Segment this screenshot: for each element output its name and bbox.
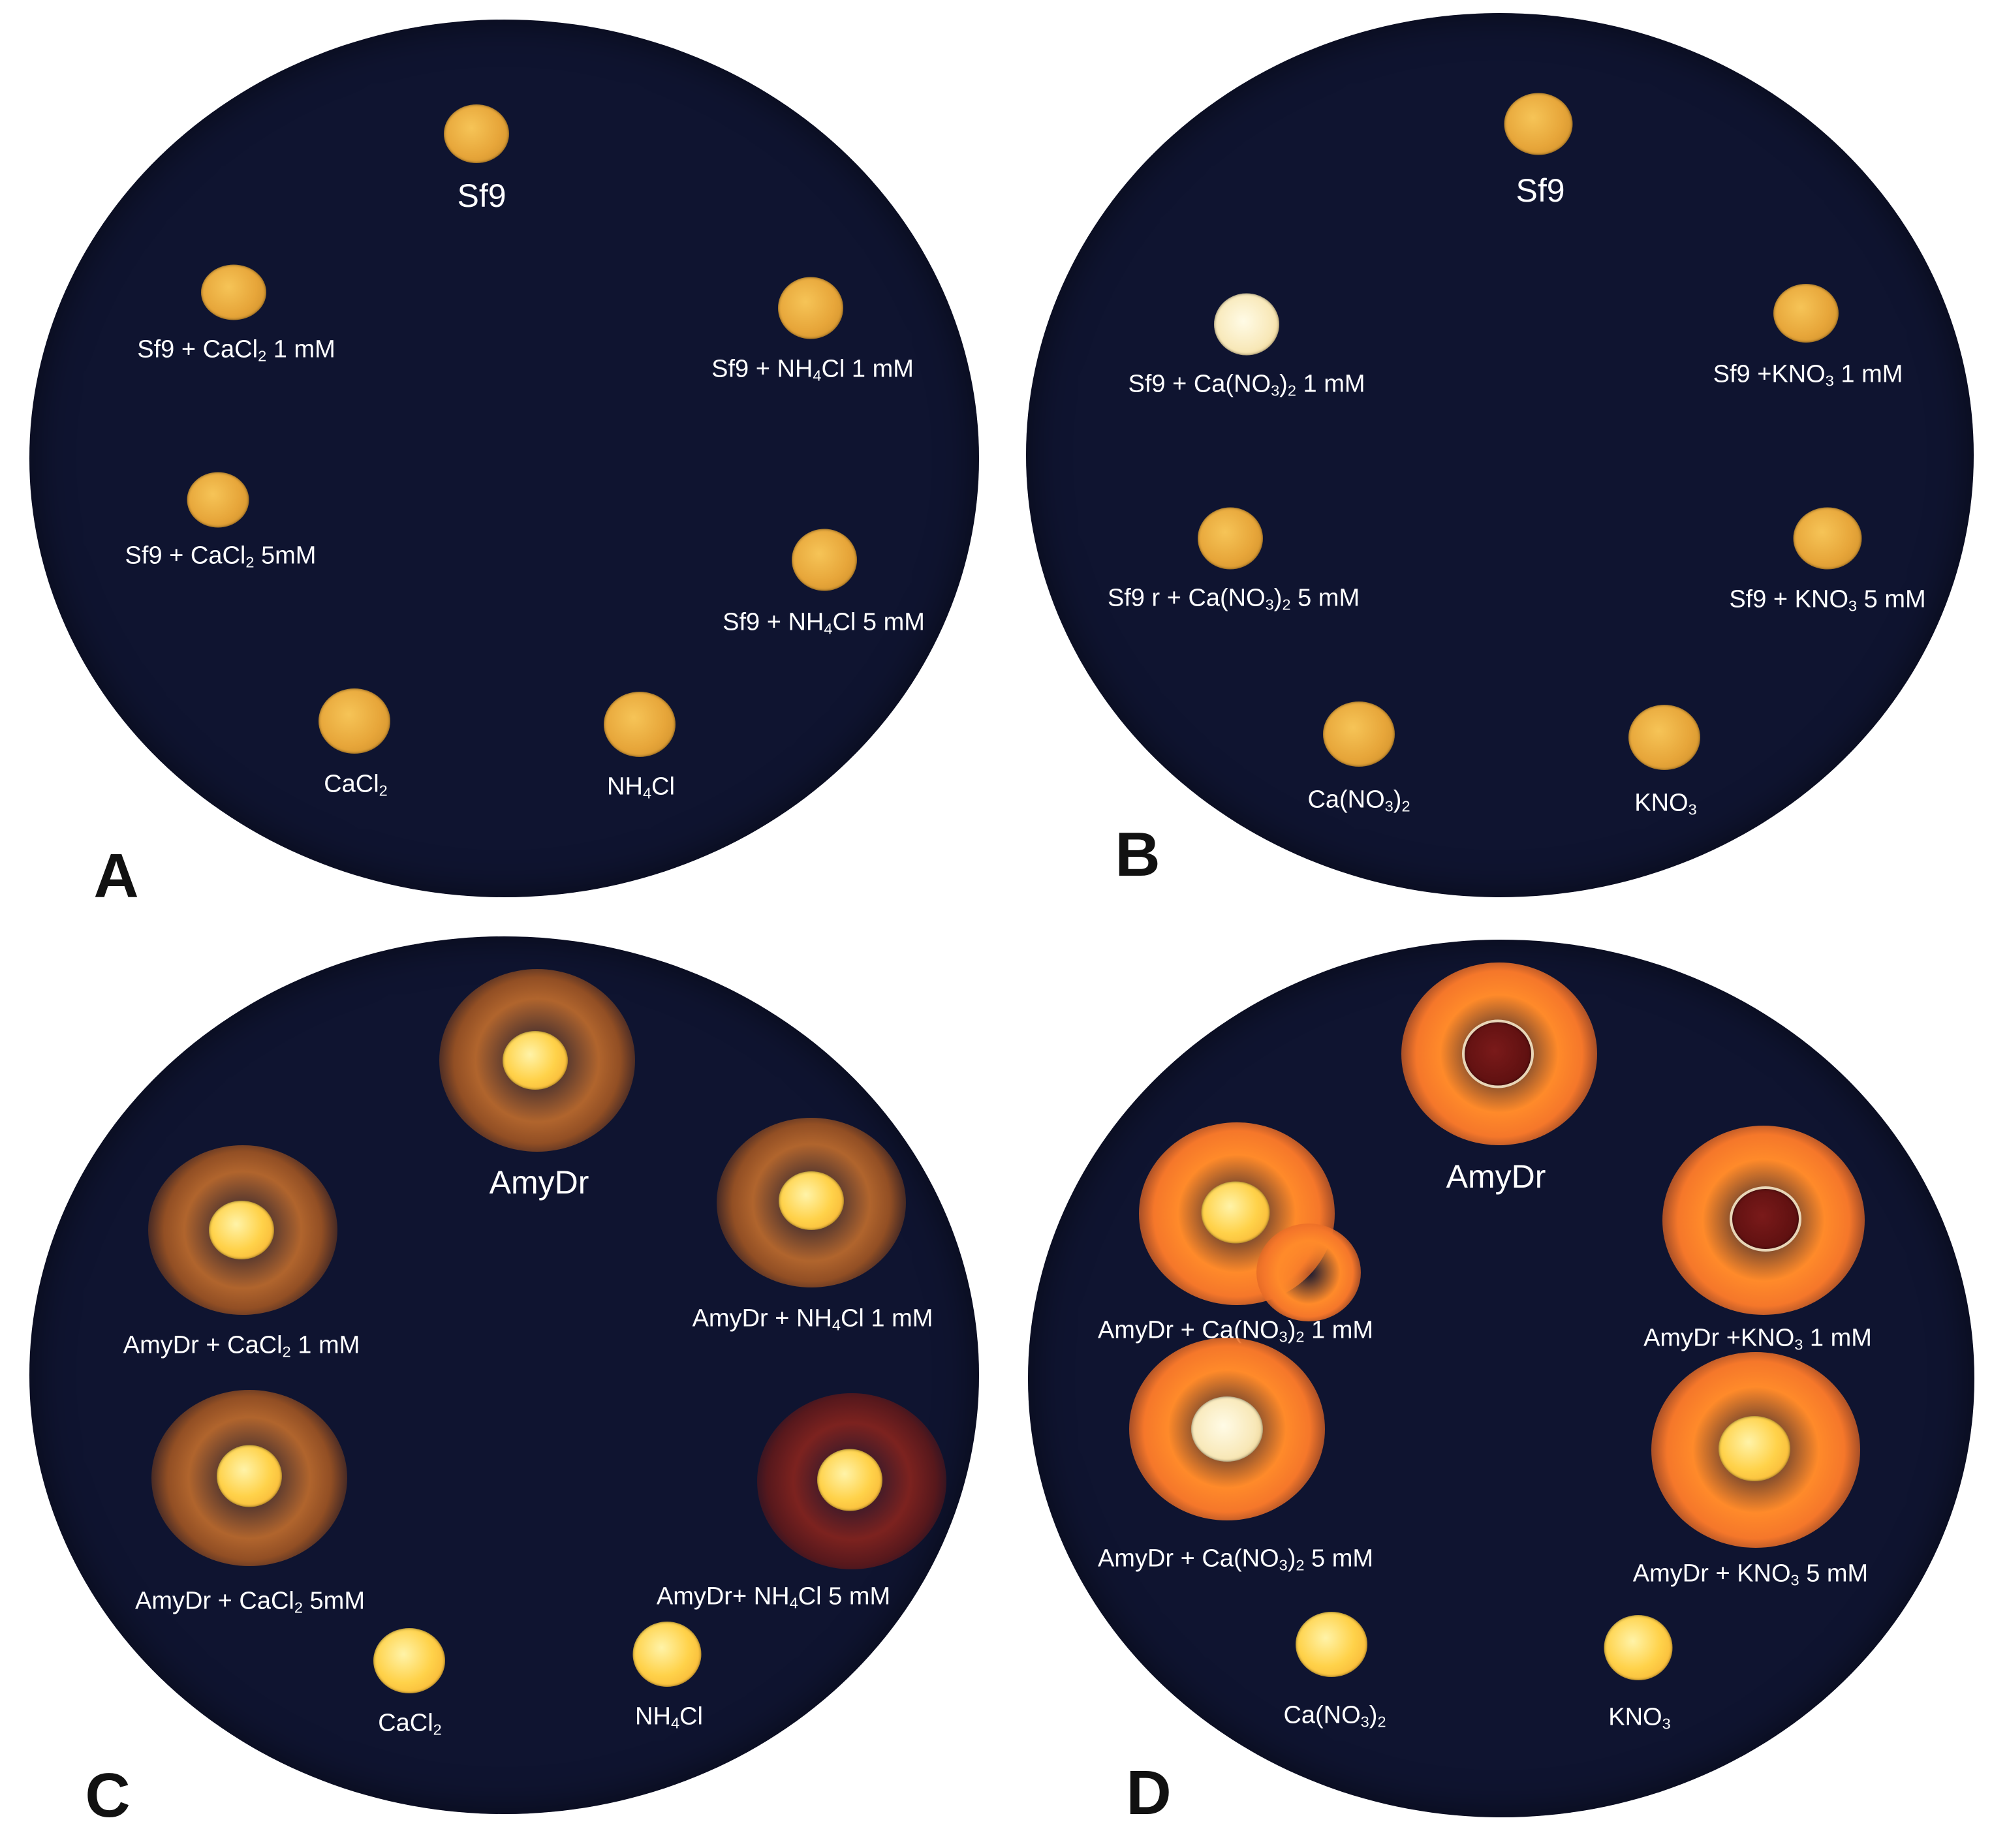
- label-d-r2: AmyDr + KNO3 5 mM: [1632, 1560, 1869, 1589]
- well-c-r2: [817, 1449, 882, 1511]
- label-a-top: Sf9: [457, 177, 506, 214]
- label-b-b2: KNO3: [1634, 789, 1697, 818]
- well-d-l2: [1191, 1396, 1263, 1462]
- well-b-b2: [1628, 705, 1700, 770]
- label-d-l2: AmyDr + Ca(NO3)2 5 mM: [1097, 1545, 1374, 1574]
- label-a-b1: CaCl2: [324, 770, 388, 799]
- well-b-b1: [1323, 701, 1395, 767]
- label-c-top: AmyDr: [489, 1164, 589, 1201]
- well-d-b2: [1604, 1615, 1673, 1680]
- label-d-b2: KNO3: [1608, 1703, 1671, 1732]
- label-c-l1: AmyDr + CaCl2 1 mM: [123, 1331, 360, 1361]
- well-c-r1: [779, 1171, 844, 1230]
- well-c-l2: [217, 1445, 282, 1507]
- well-d-top: [1462, 1019, 1534, 1088]
- label-b-r1: Sf9 +KNO3 1 mM: [1713, 360, 1903, 390]
- well-d-b1: [1296, 1612, 1367, 1677]
- well-c-b1: [373, 1628, 445, 1693]
- halo-d-l1-streak: [1256, 1224, 1361, 1321]
- label-c-l2: AmyDr + CaCl2 5mM: [135, 1587, 365, 1616]
- label-a-b2: NH4Cl: [607, 773, 675, 802]
- panel-letter-b: B: [1115, 820, 1160, 889]
- well-b-r1: [1773, 284, 1839, 343]
- well-c-l1: [209, 1201, 274, 1259]
- plate-a: [29, 20, 979, 897]
- label-d-l1: AmyDr + Ca(NO3)2 1 mM: [1097, 1316, 1374, 1346]
- well-b-r2: [1793, 507, 1862, 570]
- label-b-top: Sf9: [1516, 172, 1565, 209]
- label-b-l2: Sf9 r + Ca(NO3)2 5 mM: [1107, 584, 1360, 613]
- label-c-b2: NH4Cl: [635, 1702, 703, 1732]
- panel-letter-c: C: [85, 1761, 131, 1830]
- label-b-l1: Sf9 + Ca(NO3)2 1 mM: [1128, 370, 1365, 399]
- well-a-r1: [778, 277, 843, 339]
- label-b-b1: Ca(NO3)2: [1307, 786, 1410, 815]
- well-a-top: [444, 104, 509, 163]
- label-a-r1: Sf9 + NH4Cl 1 mM: [711, 355, 914, 384]
- well-b-l1: [1214, 293, 1279, 356]
- well-a-b1: [319, 688, 390, 754]
- well-d-l1: [1201, 1181, 1270, 1244]
- label-c-b1: CaCl2: [378, 1709, 442, 1738]
- well-c-top: [503, 1031, 568, 1090]
- label-c-r1: AmyDr + NH4Cl 1 mM: [692, 1304, 933, 1334]
- well-a-l2: [187, 472, 249, 528]
- label-d-r1: AmyDr +KNO3 1 mM: [1643, 1324, 1872, 1353]
- well-b-l2: [1198, 507, 1263, 570]
- label-a-r2: Sf9 + NH4Cl 5 mM: [723, 608, 925, 638]
- label-b-r2: Sf9 + KNO3 5 mM: [1729, 585, 1926, 615]
- well-a-r2: [792, 529, 857, 591]
- label-a-l2: Sf9 + CaCl2 5mM: [125, 542, 317, 571]
- panel-letter-d: D: [1126, 1758, 1172, 1828]
- well-d-r2: [1719, 1416, 1790, 1481]
- well-d-r1: [1730, 1186, 1801, 1252]
- label-d-b1: Ca(NO3)2: [1283, 1701, 1386, 1731]
- well-a-b2: [604, 692, 676, 757]
- well-c-b2: [632, 1622, 702, 1687]
- well-a-l1: [201, 264, 266, 320]
- well-b-top: [1504, 93, 1573, 155]
- label-c-r2: AmyDr+ NH4Cl 5 mM: [656, 1582, 891, 1612]
- plate-b: [1026, 13, 1974, 897]
- label-d-top: AmyDr: [1446, 1158, 1546, 1195]
- panel-letter-a: A: [93, 841, 139, 911]
- label-a-l1: Sf9 + CaCl2 1 mM: [137, 335, 335, 365]
